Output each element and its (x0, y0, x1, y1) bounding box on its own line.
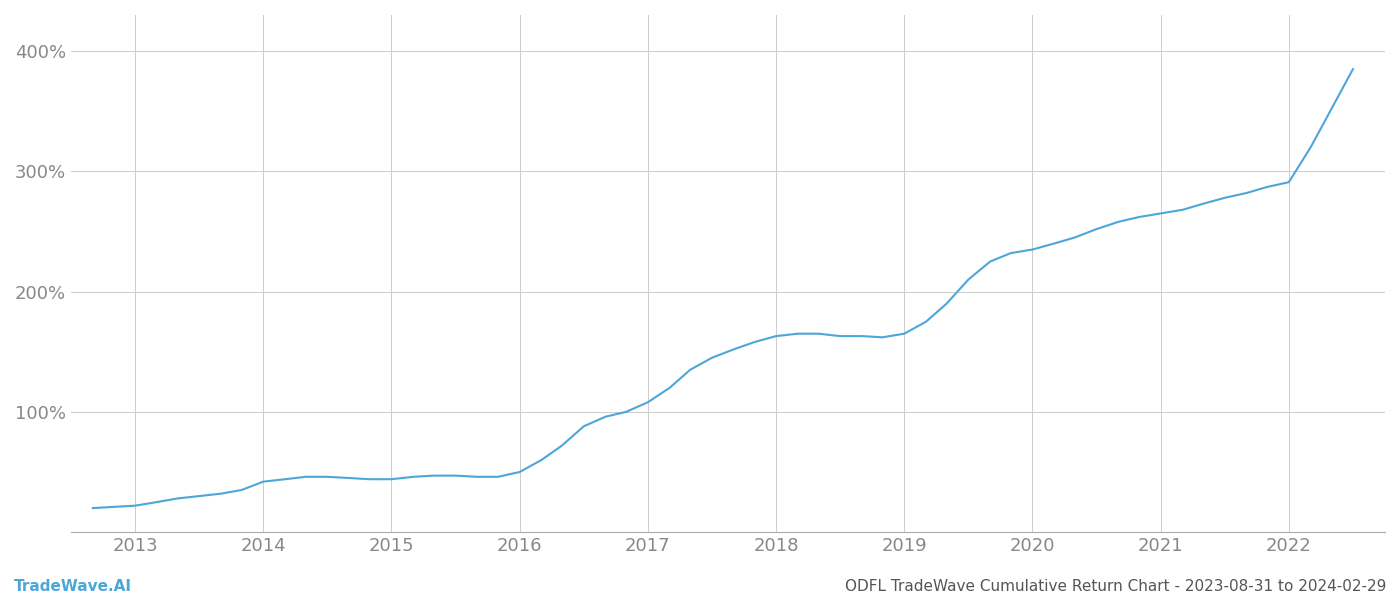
Text: ODFL TradeWave Cumulative Return Chart - 2023-08-31 to 2024-02-29: ODFL TradeWave Cumulative Return Chart -… (844, 579, 1386, 594)
Text: TradeWave.AI: TradeWave.AI (14, 579, 132, 594)
